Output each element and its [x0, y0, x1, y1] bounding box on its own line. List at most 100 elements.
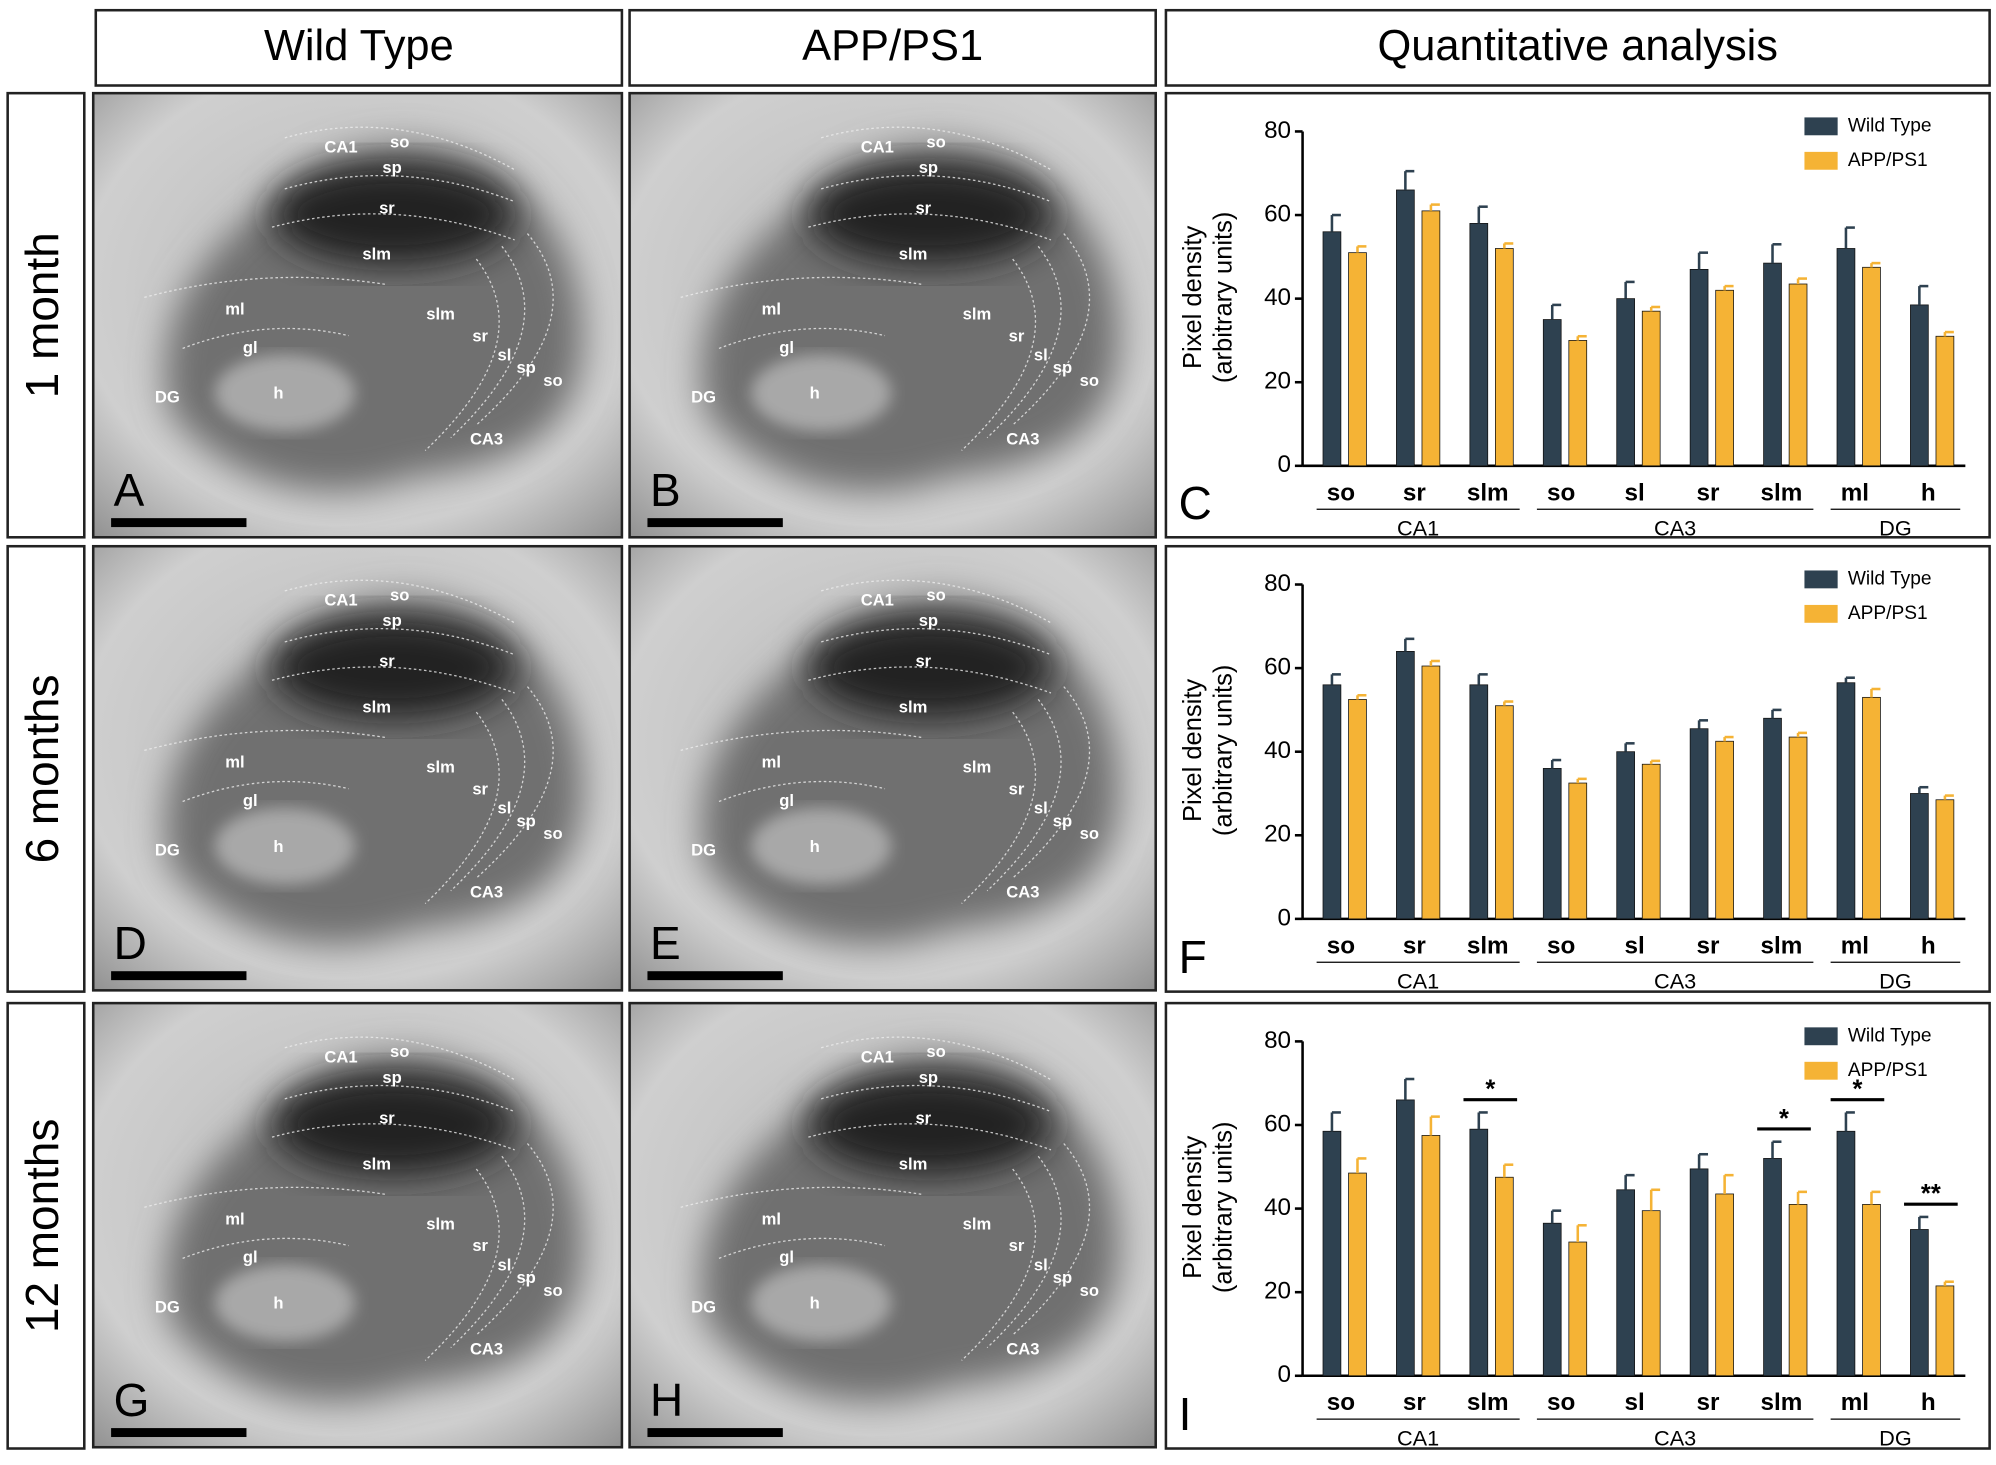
- scale-bar: [647, 1428, 783, 1438]
- region-label: so: [1080, 824, 1099, 843]
- bar: [1689, 728, 1709, 920]
- region-label: sl: [1034, 1255, 1048, 1274]
- region-label: slm: [362, 245, 391, 264]
- error-bar: [1576, 777, 1587, 784]
- significance: **: [1921, 1180, 1941, 1208]
- region-label: h: [810, 1294, 820, 1313]
- y-tick-label: 80: [1264, 1027, 1291, 1054]
- error-bar: [1330, 673, 1341, 685]
- x-tick-label: ml: [1841, 1389, 1869, 1416]
- bar: [1542, 319, 1562, 467]
- region-label: so: [390, 585, 409, 604]
- error-bar: [1576, 1224, 1587, 1243]
- row-label: 6 months: [16, 674, 68, 863]
- y-axis-label: (arbitrary units): [1209, 212, 1237, 384]
- significance: *: [1852, 1076, 1862, 1104]
- bar: [1542, 768, 1562, 920]
- region-label: DG: [155, 841, 180, 860]
- region-label: CA1: [861, 137, 894, 156]
- layer-line: [680, 1186, 924, 1208]
- error-bar: [1404, 637, 1415, 652]
- error-bar: [1624, 742, 1635, 752]
- y-tick-label: 20: [1264, 368, 1291, 395]
- x-tick-label: sl: [1624, 932, 1644, 959]
- layer-line: [808, 1123, 1052, 1151]
- bar: [1715, 740, 1734, 920]
- group-label: CA1: [1397, 1425, 1439, 1450]
- group-label: DG: [1879, 968, 1912, 993]
- x-tick-label: slm: [1761, 932, 1803, 959]
- error-bar: [1943, 1280, 1954, 1286]
- region-label: gl: [243, 1248, 258, 1267]
- region-label: ml: [762, 300, 781, 319]
- x-tick-label: so: [1547, 932, 1575, 959]
- region-label: CA1: [324, 590, 357, 609]
- region-label: gl: [779, 338, 794, 357]
- hilus: [750, 1264, 892, 1342]
- error-bar: [1356, 693, 1367, 700]
- region-label: ml: [225, 300, 244, 319]
- region-label: h: [810, 837, 820, 856]
- error-bar: [1356, 1157, 1367, 1174]
- region-label: sr: [915, 652, 931, 671]
- layer-line: [1012, 1143, 1091, 1336]
- region-label: CA3: [1006, 1340, 1039, 1359]
- legend-swatch: [1804, 1061, 1838, 1080]
- region-label: sl: [1034, 345, 1048, 364]
- error-bar: [1503, 1163, 1514, 1178]
- error-bar: [1649, 1188, 1661, 1211]
- layer-line: [475, 1143, 554, 1336]
- x-tick-label: so: [1547, 1389, 1575, 1416]
- error-bar: [1844, 226, 1855, 249]
- hilus: [750, 354, 892, 432]
- region-label: sr: [379, 199, 395, 218]
- region-label: CA3: [1006, 430, 1039, 449]
- region-label: gl: [243, 338, 258, 357]
- y-tick-label: 0: [1278, 451, 1292, 478]
- region-label: sp: [382, 158, 401, 177]
- error-bar: [1771, 243, 1782, 264]
- bar: [1322, 684, 1342, 920]
- panel-letter: A: [114, 464, 145, 516]
- layer-line: [144, 276, 388, 298]
- layer-line: [820, 1036, 1052, 1081]
- region-label: CA1: [861, 1047, 894, 1066]
- y-axis-label: Pixel density: [1179, 226, 1207, 369]
- panel-letter: B: [650, 464, 681, 516]
- bar: [1935, 799, 1955, 920]
- region-label: CA1: [324, 1047, 357, 1066]
- region-label: CA1: [861, 590, 894, 609]
- bar: [1689, 268, 1709, 467]
- y-tick-label: 40: [1264, 737, 1291, 764]
- bar: [1641, 310, 1661, 467]
- bar: [1788, 283, 1808, 467]
- error-bar: [1356, 245, 1367, 253]
- bar: [1348, 252, 1367, 467]
- legend-label: APP/PS1: [1848, 603, 1928, 624]
- legend-swatch: [1804, 570, 1838, 589]
- region-label: slm: [426, 1215, 455, 1234]
- bar: [1910, 793, 1929, 920]
- bar: [1836, 1130, 1856, 1377]
- region-label: ml: [762, 1209, 781, 1228]
- y-axis-label: (arbitrary units): [1209, 1122, 1237, 1294]
- region-label: ml: [225, 1209, 244, 1228]
- region-label: h: [273, 837, 283, 856]
- error-bar: [1477, 205, 1488, 224]
- region-label: sp: [516, 1268, 535, 1287]
- y-tick-label: 60: [1264, 1110, 1291, 1137]
- ca1-dark: [808, 1073, 1051, 1176]
- x-tick-label: sr: [1403, 479, 1426, 506]
- row-label: 1 month: [16, 232, 68, 398]
- bar: [1763, 1158, 1782, 1377]
- error-bar: [1844, 1111, 1855, 1132]
- region-label: slm: [899, 1155, 928, 1174]
- x-tick-label: h: [1921, 932, 1936, 959]
- region-label: DG: [691, 841, 716, 860]
- hilus: [750, 807, 892, 885]
- y-axis-label: Pixel density: [1179, 1135, 1207, 1278]
- bar: [1715, 289, 1734, 467]
